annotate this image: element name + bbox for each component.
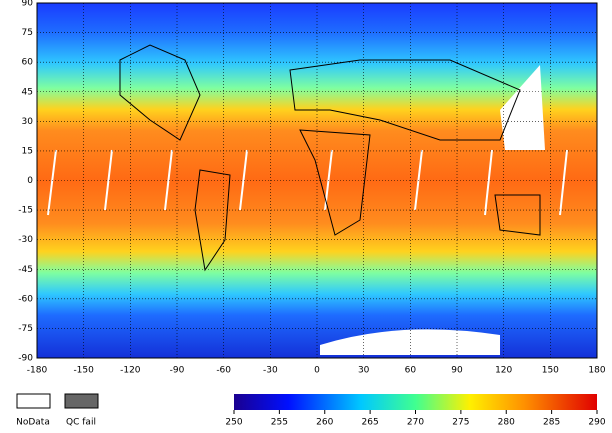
lat-tick-label: 45 — [22, 87, 33, 97]
lon-tick-label: -60 — [216, 366, 231, 376]
colorbar-tick-label: 260 — [316, 418, 333, 428]
legend-label: NoData — [16, 418, 50, 428]
lat-tick-label: 0 — [27, 176, 33, 186]
colorbar-tick-label: 280 — [498, 418, 515, 428]
lon-tick-label: -150 — [73, 366, 94, 376]
qcfail-swatch — [64, 393, 99, 409]
legend-label: QC fail — [66, 418, 96, 428]
lon-tick-label: 180 — [588, 366, 605, 376]
lat-tick-label: 90 — [22, 0, 34, 9]
colorbar-tick-label: 250 — [225, 418, 242, 428]
lon-tick-label: 120 — [495, 366, 512, 376]
lat-tick-label: 30 — [22, 117, 34, 127]
lon-tick-label: -30 — [263, 366, 278, 376]
lon-tick-label: -180 — [27, 366, 48, 376]
lat-tick-label: -30 — [18, 235, 33, 245]
nodata-swatch — [16, 393, 51, 409]
lat-tick-label: -75 — [18, 324, 33, 334]
lat-tick-label: 75 — [22, 28, 33, 38]
colorbar-tick-label: 265 — [362, 418, 379, 428]
lat-tick-label: -90 — [18, 354, 33, 364]
colorbar-tick-label: 275 — [452, 418, 469, 428]
lon-tick-label: 0 — [314, 366, 320, 376]
legend: NoData QC fail — [16, 393, 99, 428]
colorbar-tick-label: 270 — [407, 418, 424, 428]
lon-tick-label: 60 — [405, 366, 417, 376]
lon-tick-label: -90 — [170, 366, 185, 376]
colorbar-tick-label: 255 — [271, 418, 288, 428]
lat-tick-label: 15 — [22, 146, 33, 156]
lat-tick-label: -45 — [18, 265, 33, 275]
colorbar — [234, 394, 597, 410]
lon-tick-label: 150 — [542, 366, 559, 376]
colorbar-tick-label: 285 — [543, 418, 560, 428]
lat-tick-label: 60 — [22, 58, 34, 68]
lat-tick-label: -60 — [18, 294, 33, 304]
lat-tick-label: -15 — [18, 206, 33, 216]
lon-tick-label: 30 — [358, 366, 370, 376]
lon-tick-label: 90 — [451, 366, 463, 376]
lon-tick-label: -120 — [120, 366, 141, 376]
colorbar-tick-label: 290 — [588, 418, 605, 428]
